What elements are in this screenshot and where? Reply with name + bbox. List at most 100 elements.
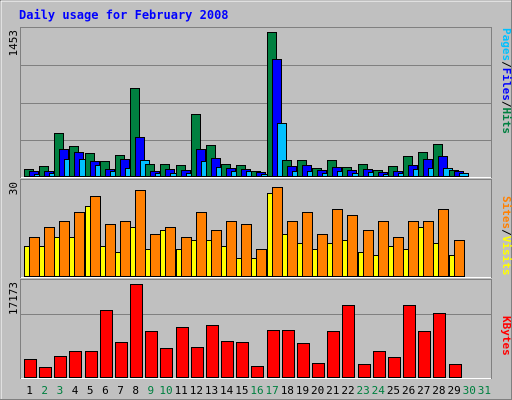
middle-bar-sites: [287, 221, 298, 277]
bottom-bar-kbytes: [327, 331, 340, 378]
x-day-label: 26: [402, 384, 415, 397]
middle-bar-sites: [29, 237, 40, 277]
bottom-bar-kbytes: [191, 347, 204, 378]
top-bar-pages: [459, 173, 469, 177]
x-day-label: 18: [281, 384, 294, 397]
bottom-bar-kbytes: [39, 367, 52, 378]
x-day-label: 12: [190, 384, 203, 397]
bottom-bar-kbytes: [24, 359, 37, 378]
bottom-bar-kbytes: [115, 342, 128, 378]
x-day-label: 20: [311, 384, 324, 397]
x-day-label: 7: [117, 384, 124, 397]
middle-bar-sites: [90, 196, 101, 277]
x-day-label: 23: [357, 384, 370, 397]
middle-bar-sites: [44, 227, 55, 277]
bottom-side-legend: KBytes: [500, 316, 512, 356]
legend-entry: /: [500, 101, 512, 108]
x-day-label: 16: [250, 384, 263, 397]
x-day-label: 22: [341, 384, 354, 397]
bottom-bar-kbytes: [297, 343, 310, 378]
chart-title: Daily usage for February 2008: [19, 8, 229, 22]
middle-bar-sites: [226, 221, 237, 277]
middle-panel: 30 Sites/Visits: [7, 179, 512, 278]
bottom-bar-kbytes: [267, 330, 280, 378]
bottom-bar-kbytes: [69, 351, 82, 378]
middle-bar-sites: [332, 209, 343, 277]
bottom-bar-kbytes: [312, 363, 325, 378]
middle-bar-sites: [105, 224, 116, 277]
x-day-label: 9: [148, 384, 155, 397]
bottom-bar-kbytes: [373, 351, 386, 378]
middle-bar-sites: [120, 221, 131, 277]
x-day-label: 27: [417, 384, 430, 397]
legend-entry: /: [500, 61, 512, 68]
legend-entry: Sites: [500, 196, 512, 229]
x-day-label: 28: [432, 384, 445, 397]
x-day-label: 17: [266, 384, 279, 397]
bottom-bar-kbytes: [388, 357, 401, 378]
x-day-label: 5: [87, 384, 94, 397]
x-axis-day-labels: 1 2 3 4 5 6 7 8 9 10 11 12 13 14 15 16 17 18 19 20 21 22 23 24 2…: [26, 384, 491, 397]
bottom-bar-kbytes: [236, 342, 249, 378]
x-day-label: 21: [326, 384, 339, 397]
bottom-bar-kbytes: [418, 331, 431, 378]
bottom-bar-kbytes: [176, 327, 189, 378]
middle-bar-sites: [317, 234, 328, 277]
middle-bar-sites: [211, 230, 222, 277]
x-day-label: 13: [205, 384, 218, 397]
middle-bar-sites: [59, 221, 70, 277]
bottom-bar-kbytes: [358, 364, 371, 378]
middle-bar-sites: [363, 230, 374, 277]
chart-panels: 1453 Pages/Files/Hits30Sites/Visits17173K…: [7, 27, 512, 379]
top-ymax-label: 1453: [7, 30, 20, 57]
middle-bar-sites: [408, 221, 419, 277]
x-day-label: 31: [478, 384, 491, 397]
x-day-label: 25: [387, 384, 400, 397]
x-day-label: 10: [159, 384, 172, 397]
middle-ymax-label: 30: [7, 182, 20, 195]
middle-bar-sites: [150, 234, 161, 277]
legend-entry: KBytes: [500, 316, 512, 356]
x-day-label: 8: [132, 384, 139, 397]
x-day-label: 19: [296, 384, 309, 397]
bottom-bar-kbytes: [206, 325, 219, 378]
middle-bar-sites: [438, 209, 449, 277]
bottom-bar-kbytes: [449, 364, 462, 378]
top-panel: 1453 Pages/Files/Hits: [7, 27, 512, 178]
bottom-bar-kbytes: [221, 341, 234, 378]
x-day-label: 1: [26, 384, 33, 397]
bottom-bar-kbytes: [54, 356, 67, 378]
x-day-label: 30: [463, 384, 476, 397]
x-day-label: 15: [235, 384, 248, 397]
middle-bar-sites: [378, 221, 389, 277]
legend-entry: Hits: [500, 108, 512, 135]
bottom-bar-kbytes: [160, 348, 173, 378]
middle-bar-sites: [165, 227, 176, 277]
middle-bar-sites: [423, 221, 434, 277]
bottom-bar-kbytes: [130, 284, 143, 378]
middle-bar-sites: [272, 187, 283, 277]
legend-entry: Visits: [500, 236, 512, 276]
top-side-legend: Pages/Files/Hits: [500, 28, 512, 134]
x-day-label: 11: [175, 384, 188, 397]
bottom-bar-kbytes: [282, 330, 295, 378]
middle-bar-sites: [347, 215, 358, 277]
bottom-panel: 17173 KBytes: [7, 279, 512, 379]
bottom-bar-kbytes: [100, 310, 113, 378]
legend-entry: Pages: [500, 28, 512, 61]
x-day-label: 4: [72, 384, 79, 397]
middle-side-legend: Sites/Visits: [500, 196, 512, 276]
middle-bar-sites: [196, 212, 207, 277]
x-day-label: 24: [372, 384, 386, 397]
bottom-bar-kbytes: [251, 366, 264, 378]
middle-bar-sites: [241, 224, 252, 277]
bottom-bar-kbytes: [403, 305, 416, 378]
middle-bar-sites: [181, 237, 192, 277]
middle-bar-sites: [393, 237, 404, 277]
middle-bar-sites: [302, 212, 313, 277]
bottom-bar-kbytes: [433, 313, 446, 378]
middle-bar-sites: [135, 190, 146, 277]
middle-bar-sites: [256, 249, 267, 277]
